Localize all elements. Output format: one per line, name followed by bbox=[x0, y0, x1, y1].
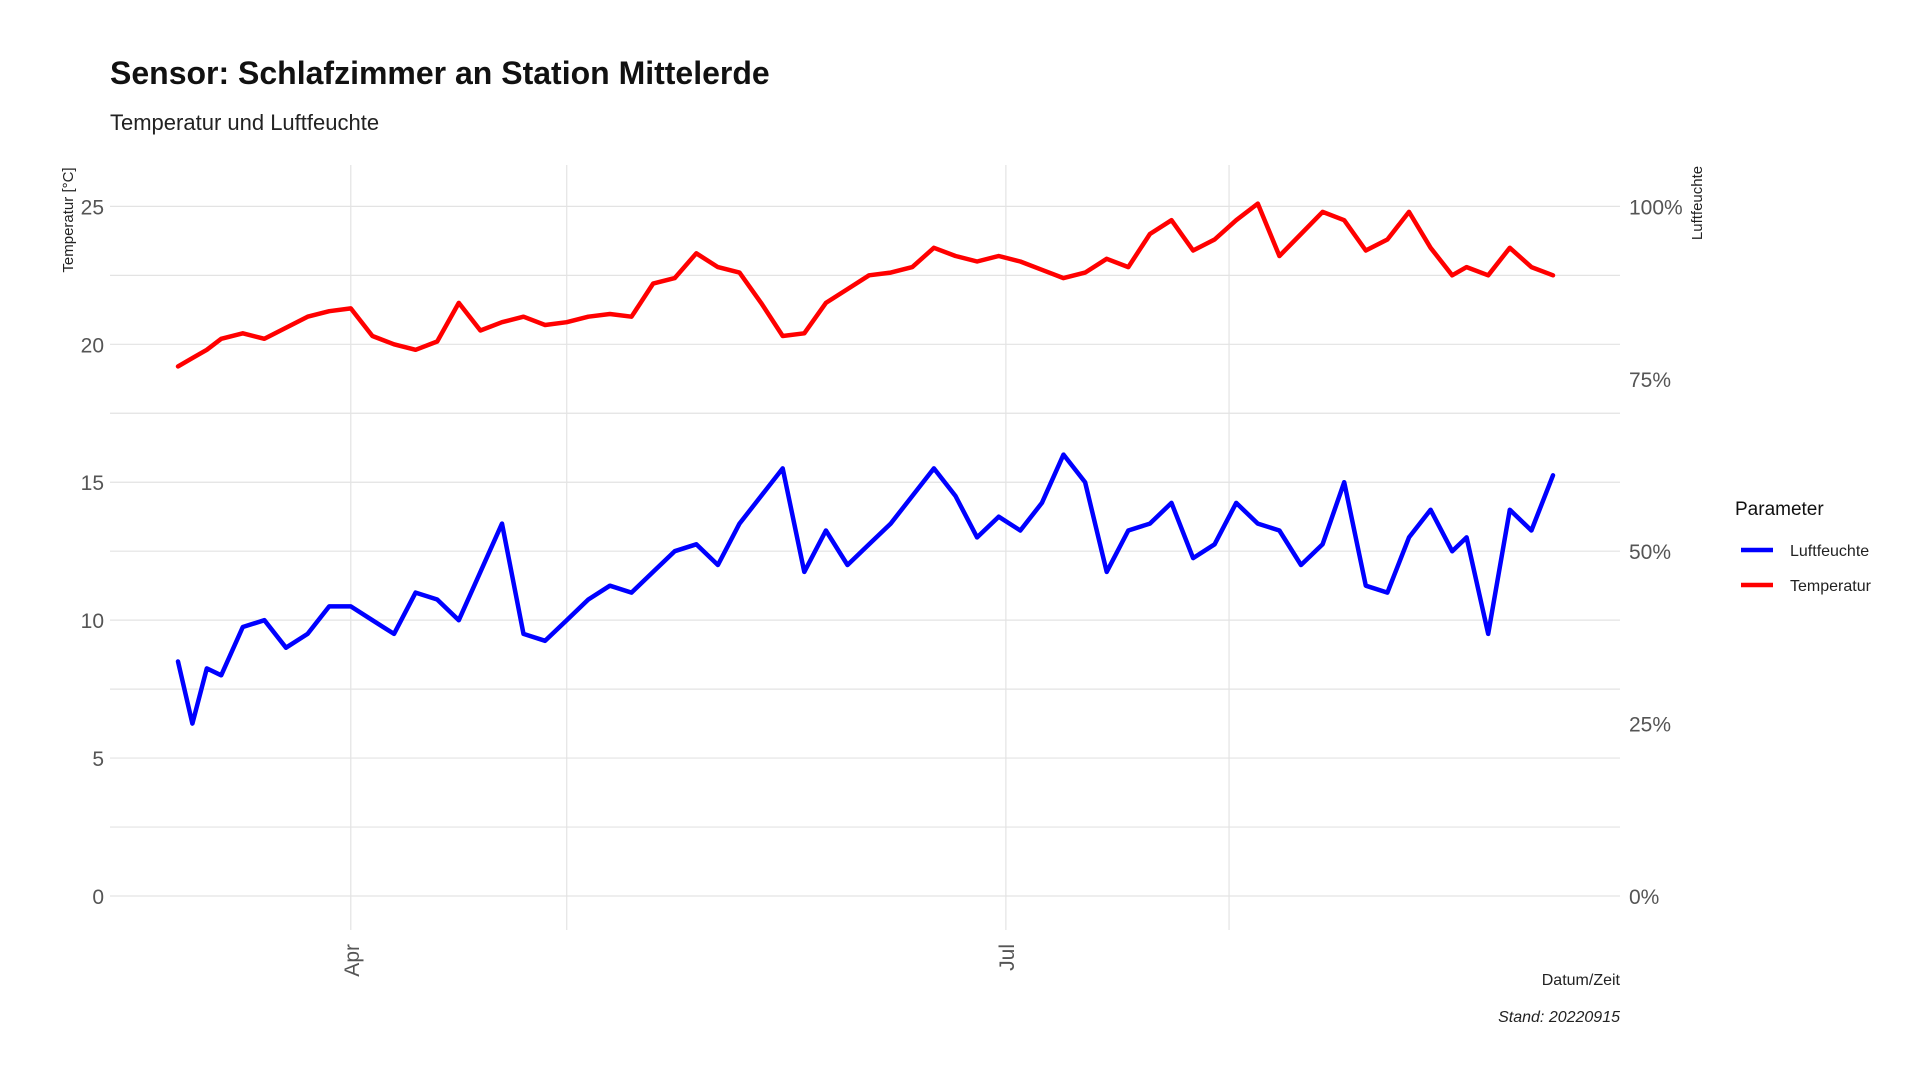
y2-tick-label: 50% bbox=[1629, 541, 1671, 564]
chart-title: Sensor: Schlafzimmer an Station Mitteler… bbox=[110, 55, 770, 91]
y-axis-right: 0% 25% 50% 75% 100% bbox=[1629, 196, 1683, 909]
legend-title: Parameter bbox=[1735, 499, 1824, 520]
x-tick-label: Apr bbox=[341, 944, 364, 977]
y2-tick-label: 75% bbox=[1629, 369, 1671, 392]
x-axis: Apr Jul bbox=[341, 944, 1019, 977]
series-line-temperatur bbox=[175, 201, 1556, 369]
chart-subtitle: Temperatur und Luftfeuchte bbox=[110, 110, 379, 135]
legend-label: Luftfeuchte bbox=[1790, 543, 1869, 560]
y2-tick-label: 25% bbox=[1629, 714, 1671, 737]
y-tick-label: 15 bbox=[81, 472, 104, 495]
y-tick-label: 25 bbox=[81, 196, 104, 219]
y-tick-label: 5 bbox=[92, 748, 104, 771]
y2-tick-label: 0% bbox=[1629, 886, 1659, 909]
y-tick-label: 20 bbox=[81, 334, 104, 357]
x-tick-label: Jul bbox=[996, 944, 1019, 971]
series-lines bbox=[175, 201, 1556, 726]
y2-axis-title: Luftfeuchte bbox=[1689, 166, 1706, 240]
y-axis-title: Temperatur [°C] bbox=[60, 167, 77, 272]
y-tick-label: 0 bbox=[92, 886, 104, 909]
x-axis-title: Datum/Zeit bbox=[1542, 972, 1621, 989]
caption: Stand: 20220915 bbox=[1498, 1009, 1620, 1026]
legend-label: Temperatur bbox=[1790, 578, 1872, 595]
y-axis-left: 0 5 10 15 20 25 bbox=[81, 196, 104, 909]
y-tick-label: 10 bbox=[81, 610, 104, 633]
legend: Parameter Luftfeuchte Temperatur bbox=[1735, 499, 1872, 595]
series-line-luftfeuchte bbox=[175, 452, 1556, 726]
y2-tick-label: 100% bbox=[1629, 196, 1683, 219]
